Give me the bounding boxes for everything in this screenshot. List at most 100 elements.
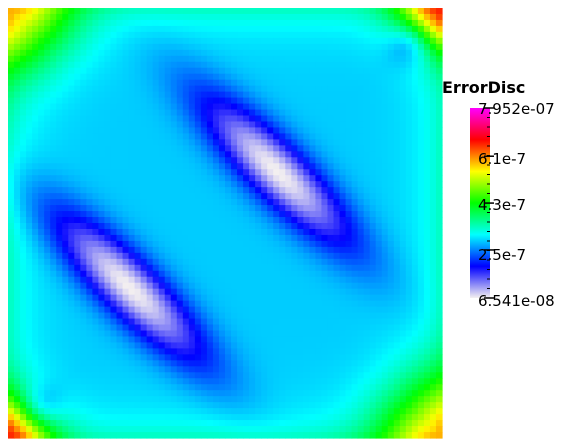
field-cell [38, 103, 45, 111]
field-cell [249, 366, 256, 373]
field-cell [164, 61, 172, 69]
field-cell [62, 181, 69, 188]
field-cell [38, 420, 45, 427]
field-cell [369, 79, 377, 87]
field-cell [399, 8, 407, 15]
field-cell [285, 378, 292, 385]
field-cell [50, 312, 57, 320]
field-cell [56, 366, 63, 373]
field-cell [110, 217, 118, 224]
field-cell [62, 372, 69, 379]
field-cell [218, 354, 226, 361]
field-cell [122, 97, 130, 105]
field-cell [243, 79, 250, 87]
field-cell [351, 372, 359, 379]
field-cell [176, 55, 184, 63]
field-cell [146, 372, 154, 379]
field-cell [387, 175, 395, 182]
field-cell [8, 175, 15, 182]
field-cell [369, 151, 377, 158]
field-cell [321, 211, 329, 218]
field-cell [243, 402, 250, 409]
field-cell [405, 234, 413, 242]
field-cell [206, 79, 214, 87]
field-cell [405, 306, 413, 314]
field-cell [261, 187, 268, 194]
field-cell [14, 330, 21, 338]
field-cell [297, 366, 304, 373]
field-cell [285, 157, 292, 164]
field-cell [333, 294, 341, 302]
field-cell [170, 324, 178, 332]
field-cell [273, 324, 280, 332]
field-cell [80, 103, 87, 111]
field-cell [423, 157, 431, 164]
field-cell [315, 324, 323, 332]
field-cell [405, 115, 413, 123]
field-cell [231, 193, 238, 200]
field-cell [14, 354, 21, 361]
field-cell [399, 312, 407, 320]
field-cell [218, 211, 226, 218]
field-cell [267, 276, 274, 284]
field-cell [339, 61, 347, 69]
field-cell [369, 163, 377, 170]
field-cell [411, 157, 419, 164]
field-cell [333, 318, 341, 326]
field-cell [231, 43, 238, 51]
field-cell [261, 37, 268, 45]
field-cell [249, 79, 256, 87]
field-cell [237, 85, 244, 93]
field-cell [8, 79, 15, 87]
field-cell [225, 133, 232, 140]
field-cell [327, 276, 335, 284]
field-cell [218, 318, 226, 326]
field-cell [273, 97, 280, 105]
field-cell [194, 49, 202, 57]
field-cell [8, 408, 15, 415]
field-cell [303, 223, 310, 230]
field-cell [285, 211, 292, 218]
field-cell [393, 175, 401, 182]
field-cell [218, 37, 226, 45]
field-cell [218, 300, 226, 308]
field-cell [122, 276, 130, 284]
field-cell [345, 25, 353, 33]
field-cell [110, 67, 118, 75]
field-cell [80, 378, 87, 385]
field-cell [26, 109, 33, 117]
field-cell [44, 67, 51, 75]
field-cell [417, 169, 425, 176]
field-cell [225, 97, 232, 105]
field-cell [417, 258, 425, 266]
field-cell [134, 270, 142, 278]
field-cell [80, 73, 87, 81]
field-cell [375, 109, 383, 117]
field-cell [411, 79, 419, 87]
field-cell [345, 205, 353, 212]
field-cell [393, 193, 401, 200]
field-cell [50, 61, 57, 69]
field-cell [98, 276, 106, 284]
field-cell [399, 145, 407, 152]
field-cell [218, 348, 226, 355]
field-cell [152, 8, 160, 15]
field-cell [218, 396, 226, 403]
field-cell [381, 175, 389, 182]
field-cell [399, 133, 407, 140]
field-cell [309, 79, 317, 87]
field-cell [357, 61, 365, 69]
field-cell [68, 199, 75, 206]
field-cell [158, 300, 166, 308]
field-cell [237, 73, 244, 81]
field-cell [32, 324, 39, 332]
field-cell [399, 97, 407, 105]
field-cell [285, 145, 292, 152]
field-cell [62, 324, 69, 332]
field-cell [182, 372, 190, 379]
field-cell [134, 121, 142, 129]
field-cell [375, 49, 383, 57]
field-cell [218, 276, 226, 284]
field-cell [194, 336, 202, 344]
field-cell [381, 252, 389, 260]
